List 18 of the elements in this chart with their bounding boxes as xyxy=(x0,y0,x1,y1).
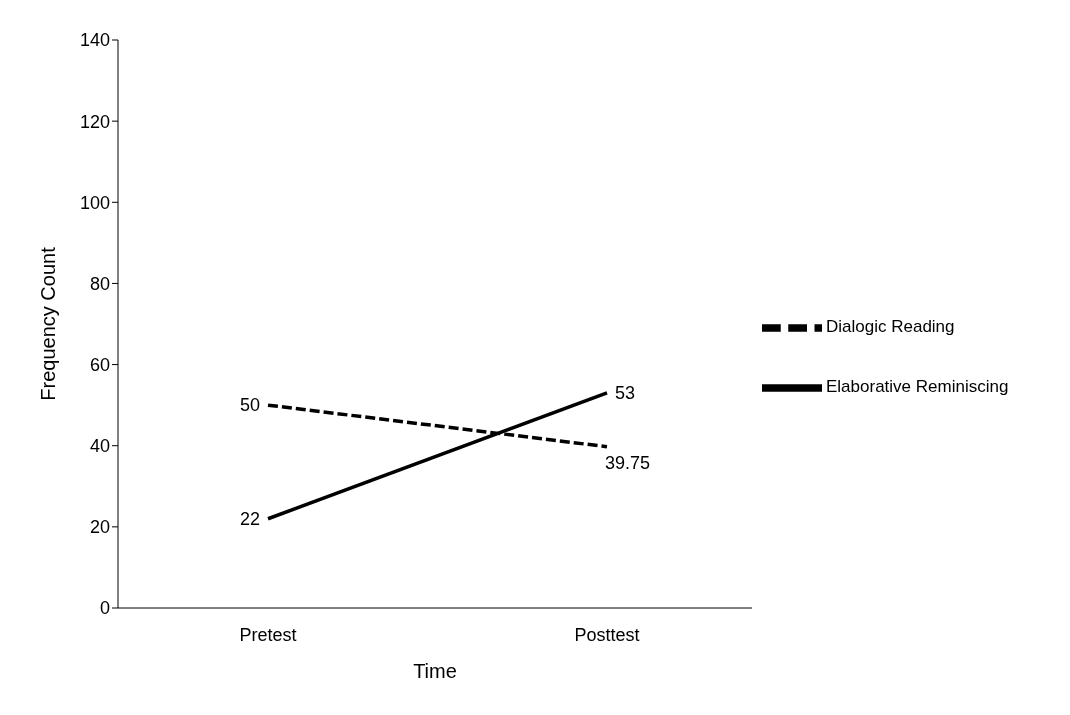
data-label: 22 xyxy=(239,508,260,529)
data-label: 53 xyxy=(615,382,636,403)
y-tick-label: 120 xyxy=(79,111,110,132)
legend-label: Elaborative Reminiscing xyxy=(826,377,1009,397)
x-tick-label: Pretest xyxy=(239,624,297,645)
y-tick-label: 80 xyxy=(89,273,110,294)
x-tick-label: Posttest xyxy=(574,624,640,645)
y-tick-label: 140 xyxy=(79,30,110,51)
y-tick-label: 20 xyxy=(89,517,110,538)
y-tick-label: 0 xyxy=(99,598,110,619)
legend-label: Dialogic Reading xyxy=(826,317,955,337)
data-label: 39.75 xyxy=(605,452,651,473)
y-tick-label: 40 xyxy=(89,436,110,457)
y-tick-label: 100 xyxy=(79,192,110,213)
x-axis-title: Time xyxy=(413,660,457,682)
data-label: 50 xyxy=(239,395,260,416)
y-tick-label: 60 xyxy=(89,354,110,375)
y-axis-title: Frequency Count xyxy=(37,246,60,401)
